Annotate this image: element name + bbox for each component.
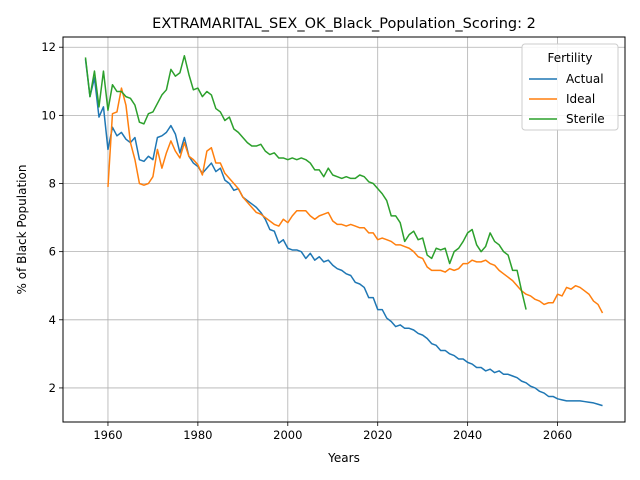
x-tick-label: 1960 — [93, 428, 122, 442]
y-tick-label: 8 — [49, 177, 56, 191]
x-tick-label: 1980 — [183, 428, 212, 442]
x-tick-label: 2000 — [273, 428, 302, 442]
chart-title: EXTRAMARITAL_SEX_OK_Black_Population_Sco… — [152, 16, 536, 32]
legend-label-actual: Actual — [566, 72, 604, 86]
legend-title: Fertility — [547, 51, 592, 65]
y-tick-label: 6 — [49, 245, 56, 259]
legend-label-ideal: Ideal — [566, 92, 595, 106]
series-line-sterile — [84, 54, 527, 310]
x-axis-label: Years — [327, 451, 360, 465]
legend-entries: Actual Ideal Sterile — [529, 72, 605, 126]
series-line-ideal — [107, 87, 604, 314]
legend: Fertility Actual Ideal Sterile — [521, 43, 619, 131]
legend-label-sterile: Sterile — [566, 112, 605, 126]
axis-ticks: 1960 1980 2000 2020 2040 2060 2 4 6 8 10 12 — [41, 40, 572, 442]
y-axis-label: % of Black Population — [15, 165, 29, 295]
x-tick-label: 2060 — [543, 428, 572, 442]
series-line-actual — [84, 59, 603, 407]
y-tick-label: 4 — [49, 313, 56, 327]
plot-area-frame — [62, 36, 626, 423]
legend-box — [521, 43, 619, 131]
y-tick-label: 10 — [41, 108, 56, 122]
y-tick-label: 12 — [41, 40, 56, 54]
x-tick-label: 2020 — [363, 428, 392, 442]
x-tick-label: 2040 — [453, 428, 482, 442]
series-lines — [84, 54, 604, 407]
y-tick-label: 2 — [49, 381, 56, 395]
